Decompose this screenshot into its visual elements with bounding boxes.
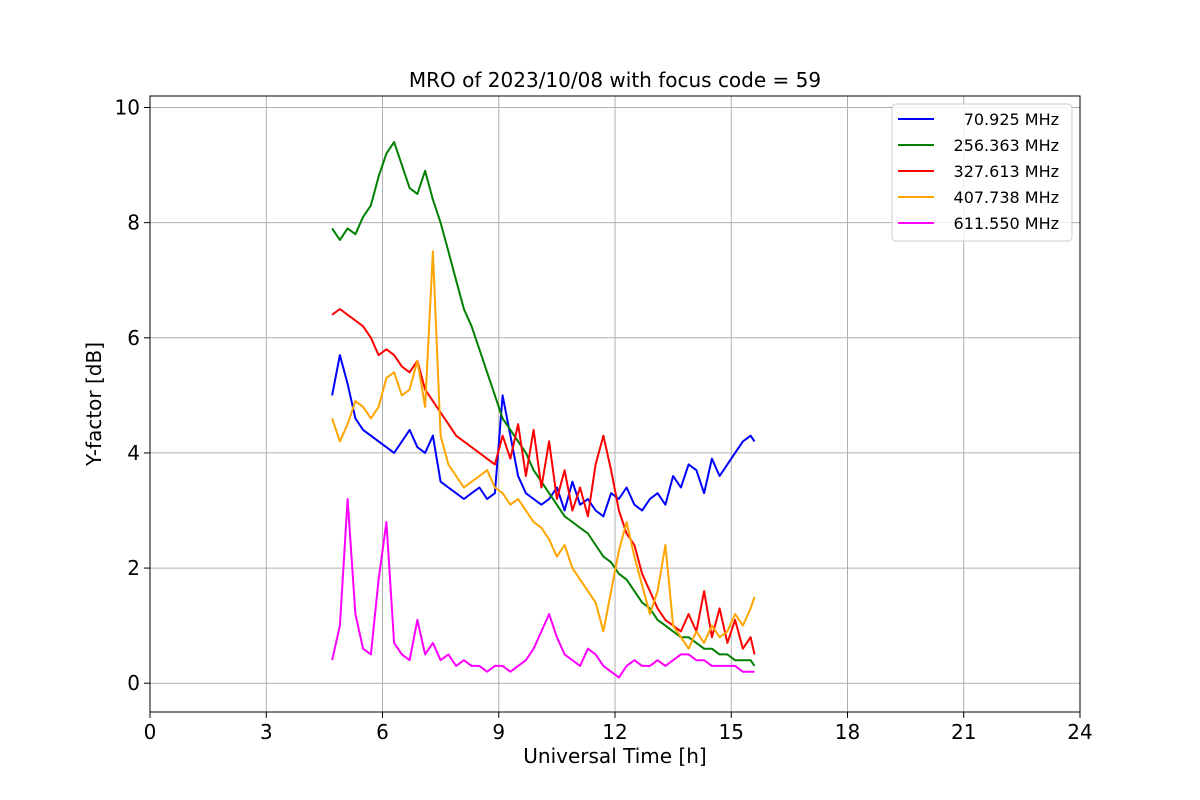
legend-label: 407.738 MHz <box>954 188 1059 207</box>
x-tick-label: 9 <box>492 720 505 744</box>
y-axis-label: Y-factor [dB] <box>82 342 106 467</box>
x-tick-label: 6 <box>376 720 389 744</box>
chart-title: MRO of 2023/10/08 with focus code = 59 <box>409 68 821 92</box>
legend-label: 256.363 MHz <box>954 136 1059 155</box>
series-line-1 <box>331 141 756 667</box>
plot-series <box>331 141 756 679</box>
series-line-2 <box>331 308 756 655</box>
legend: 70.925 MHz 256.363 MHz 327.613 MHz 407.738 … <box>891 103 1073 242</box>
y-tick-label: 10 <box>115 96 140 120</box>
y-tick-label: 2 <box>127 556 140 580</box>
series-line-4 <box>331 498 755 679</box>
legend-label: 327.613 MHz <box>954 162 1059 181</box>
x-tick-label: 18 <box>835 720 860 744</box>
y-tick-label: 6 <box>127 326 140 350</box>
x-tick-label: 0 <box>144 720 157 744</box>
x-axis: 0 3 6 9 12 15 18 21 24 <box>144 712 1093 744</box>
x-tick-label: 12 <box>602 720 627 744</box>
x-tick-label: 24 <box>1067 720 1092 744</box>
x-tick-label: 3 <box>260 720 273 744</box>
x-tick-label: 21 <box>951 720 976 744</box>
y-tick-label: 0 <box>127 671 140 695</box>
series-line-0 <box>331 354 756 518</box>
series-line-3 <box>331 250 756 650</box>
y-tick-label: 4 <box>127 441 140 465</box>
x-axis-label: Universal Time [h] <box>523 744 706 768</box>
legend-label: 611.550 MHz <box>954 214 1059 233</box>
y-axis: 0 2 4 6 8 10 <box>115 96 150 695</box>
legend-box <box>891 103 1073 242</box>
legend-label: 70.925 MHz <box>964 110 1059 129</box>
x-tick-label: 15 <box>719 720 744 744</box>
y-tick-label: 8 <box>127 211 140 235</box>
